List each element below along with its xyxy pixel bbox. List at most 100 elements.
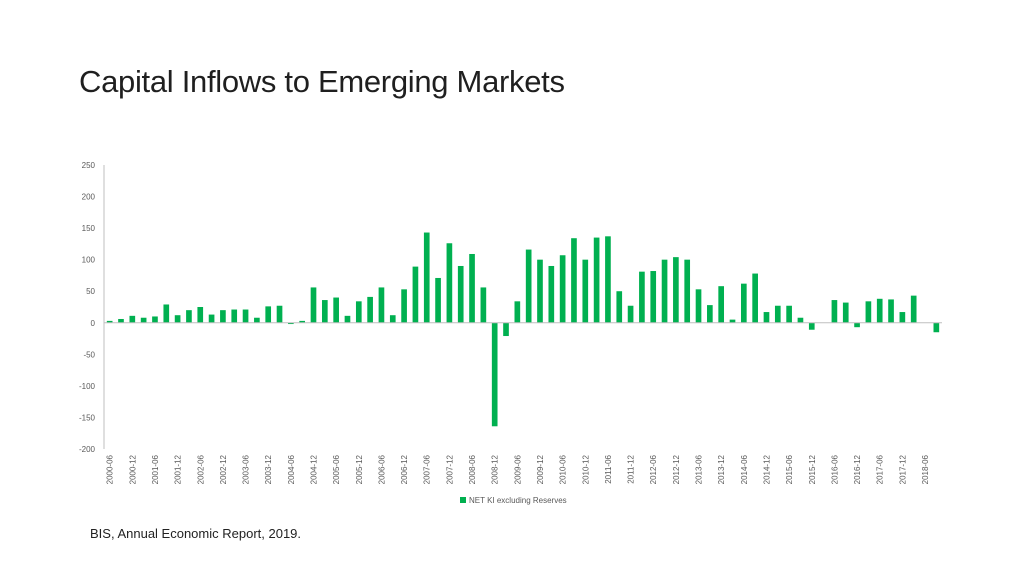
bar <box>831 300 838 323</box>
x-tick-label: 2015-12 <box>808 454 817 484</box>
bar <box>876 298 883 323</box>
x-tick-label: 2014-12 <box>762 454 771 484</box>
bar <box>525 249 532 323</box>
bar <box>446 243 453 323</box>
bar <box>321 300 328 323</box>
bar <box>129 315 136 323</box>
x-tick-label: 2006-12 <box>400 454 409 484</box>
y-tick-label: -100 <box>79 382 96 391</box>
x-tick-label: 2010-06 <box>559 454 568 484</box>
bar <box>435 277 441 323</box>
bar <box>174 315 181 323</box>
bar <box>616 291 623 323</box>
bar <box>163 304 170 323</box>
bar <box>888 299 894 323</box>
y-tick-label: 250 <box>82 161 96 170</box>
y-tick-label: 150 <box>82 224 96 233</box>
y-tick-label: 200 <box>82 193 96 202</box>
bar <box>797 317 804 323</box>
bar <box>242 309 249 323</box>
bar <box>933 322 940 333</box>
x-tick-label: 2011-12 <box>627 454 636 483</box>
y-tick-label: -50 <box>83 350 95 359</box>
bar <box>808 322 815 330</box>
bar <box>299 320 306 323</box>
bar <box>627 305 634 323</box>
bar <box>276 305 283 323</box>
x-tick-label: 2007-06 <box>423 454 432 484</box>
y-tick-label: -150 <box>79 413 96 422</box>
bar <box>480 287 487 323</box>
bar <box>639 271 645 323</box>
bar <box>208 314 215 323</box>
bar <box>106 320 113 323</box>
x-tick-label: 2000-06 <box>106 454 115 484</box>
x-tick-label: 2005-06 <box>332 454 341 484</box>
x-tick-label: 2016-06 <box>830 454 839 484</box>
bar <box>457 265 464 323</box>
bar <box>854 322 860 328</box>
bar <box>367 296 373 323</box>
x-tick-label: 2016-12 <box>853 454 862 484</box>
bar <box>740 283 747 323</box>
bar <box>718 286 725 323</box>
bar <box>186 310 192 323</box>
x-tick-label: 2011-06 <box>604 454 613 483</box>
bar <box>605 236 611 323</box>
x-tick-label: 2004-06 <box>287 454 296 484</box>
bar <box>491 322 498 427</box>
x-tick-label: 2002-06 <box>196 454 205 484</box>
legend-label: NET KI excluding Reserves <box>469 496 567 505</box>
y-tick-label: 50 <box>86 287 95 296</box>
x-tick-label: 2013-12 <box>717 454 726 484</box>
bar <box>265 306 272 323</box>
bar <box>910 295 917 323</box>
x-tick-label: 2012-12 <box>672 454 681 484</box>
bar <box>537 259 543 323</box>
bar <box>389 315 396 323</box>
bar <box>582 259 589 323</box>
y-tick-label: 100 <box>82 256 96 265</box>
x-tick-label: 2003-06 <box>242 454 251 484</box>
bar <box>548 265 555 323</box>
bar <box>140 317 147 323</box>
page-title: Capital Inflows to Emerging Markets <box>79 64 565 99</box>
bar <box>763 312 770 323</box>
bar <box>684 259 691 323</box>
bar <box>865 301 872 323</box>
bar <box>378 287 385 323</box>
x-tick-label: 2000-12 <box>128 454 137 484</box>
x-tick-label: 2008-12 <box>491 454 500 484</box>
bar <box>355 301 362 323</box>
source-citation: BIS, Annual Economic Report, 2019. <box>90 526 302 541</box>
bar <box>786 305 792 323</box>
bar <box>344 315 351 323</box>
bar <box>220 310 226 323</box>
bar <box>593 237 600 323</box>
x-tick-label: 2006-06 <box>377 454 386 484</box>
bar <box>469 253 475 323</box>
x-tick-label: 2001-12 <box>174 454 183 484</box>
y-tick-label: 0 <box>91 319 96 328</box>
x-tick-label: 2010-12 <box>581 454 590 484</box>
bar <box>774 305 781 323</box>
x-tick-label: 2017-12 <box>898 454 907 484</box>
x-tick-label: 2018-06 <box>921 454 930 484</box>
y-tick-label: -200 <box>79 445 96 454</box>
legend-swatch <box>460 497 466 503</box>
x-tick-label: 2009-12 <box>536 454 545 484</box>
x-tick-label: 2015-06 <box>785 454 794 484</box>
x-tick-label: 2009-06 <box>513 454 522 484</box>
x-tick-label: 2001-06 <box>151 454 160 484</box>
bar <box>559 255 566 323</box>
bar <box>412 266 419 323</box>
bar <box>729 319 736 323</box>
bar <box>423 232 430 323</box>
bar <box>310 287 317 323</box>
x-tick-label: 2005-12 <box>355 454 364 484</box>
bar <box>152 316 158 323</box>
x-tick-label: 2004-12 <box>310 454 319 484</box>
bar <box>503 322 509 337</box>
x-tick-label: 2007-12 <box>445 454 454 484</box>
